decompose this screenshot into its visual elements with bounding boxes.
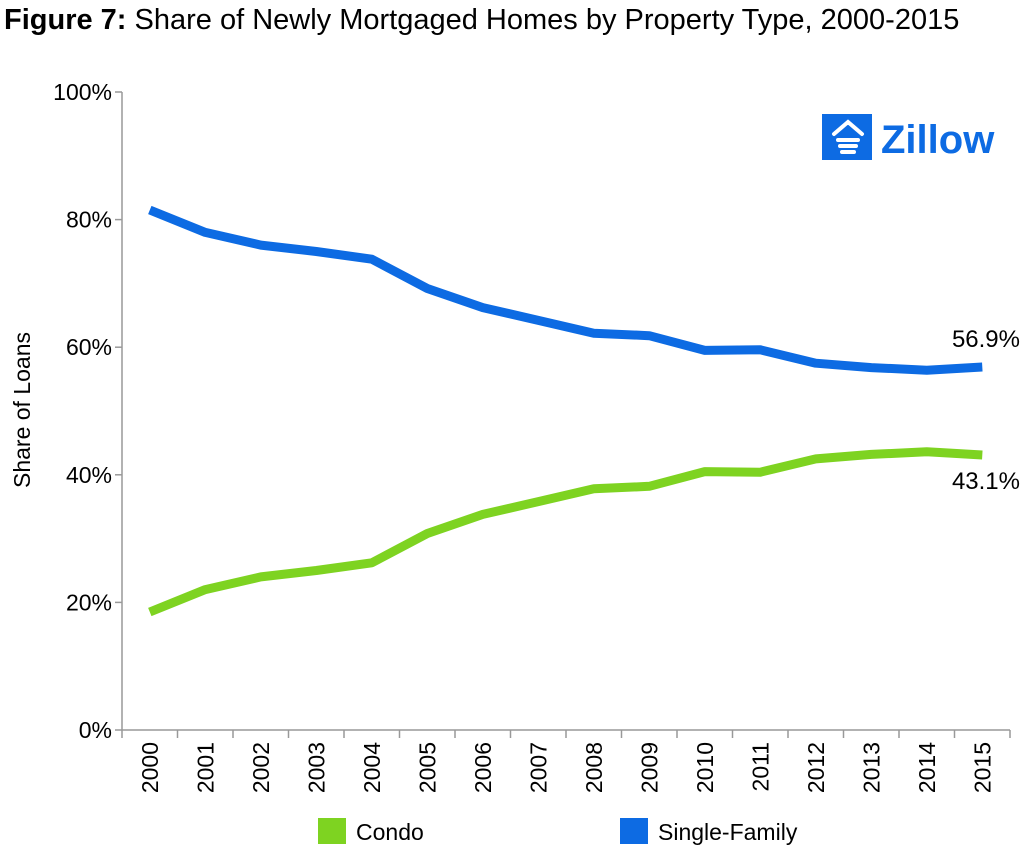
series-line-condo [148,447,983,617]
legend-label: Single-Family [658,819,798,845]
x-tick-label: 2008 [581,742,607,793]
y-tick-label: 40% [66,462,112,488]
x-tick-label: 2001 [192,742,218,793]
figure-number: Figure 7: [4,4,127,36]
legend-swatch [620,818,648,844]
y-tick-label: 80% [66,207,112,233]
y-axis-title: Share of Loans [9,332,35,488]
x-tick-label: 2007 [525,742,551,793]
end-value-label: 43.1% [952,468,1020,495]
y-tick-label: 100% [53,79,112,105]
x-axis: 2000 2001 2002 2003 2004 2005 2006 2007 2008 2009… [121,729,1011,793]
zillow-house-glyph [832,119,864,154]
x-tick-label: 2011 [747,742,773,791]
chart-title-text: Share of Newly Mortgaged Homes by Proper… [126,4,960,36]
x-tick-label: 2013 [858,742,884,793]
x-tick-label: 2000 [137,742,163,793]
x-tick-label: 2005 [414,742,440,793]
legend: Condo Single-Family [318,818,798,845]
x-tick-label: 2003 [303,742,329,793]
end-value-label: 56.9% [952,326,1020,353]
series-line-single-family [148,205,983,375]
x-tick-label: 2006 [470,742,496,793]
x-tick-label: 2002 [248,742,274,793]
x-tick-label: 2015 [969,742,995,793]
x-tick-label: 2014 [914,742,940,793]
chart-title: Figure 7: Share of Newly Mortgaged Homes… [4,4,1020,37]
zillow-wordmark: Zillow [881,118,995,162]
x-tick-label: 2004 [359,742,385,793]
y-tick-label: 60% [66,334,112,360]
x-tick-label: 2009 [636,742,662,793]
end-labels: 43.1% 56.9% [952,326,1020,495]
y-axis: 0% 20% 40% 60% 80% 100% [53,79,123,743]
x-tick-label: 2010 [692,742,718,793]
y-tick-label: 0% [79,717,112,743]
y-tick-label: 20% [66,589,112,615]
legend-label: Condo [356,819,424,845]
x-tick-label: 2012 [803,742,829,793]
zillow-logo: Zillow [822,114,995,162]
series-lines [148,205,983,617]
legend-swatch [318,818,346,844]
